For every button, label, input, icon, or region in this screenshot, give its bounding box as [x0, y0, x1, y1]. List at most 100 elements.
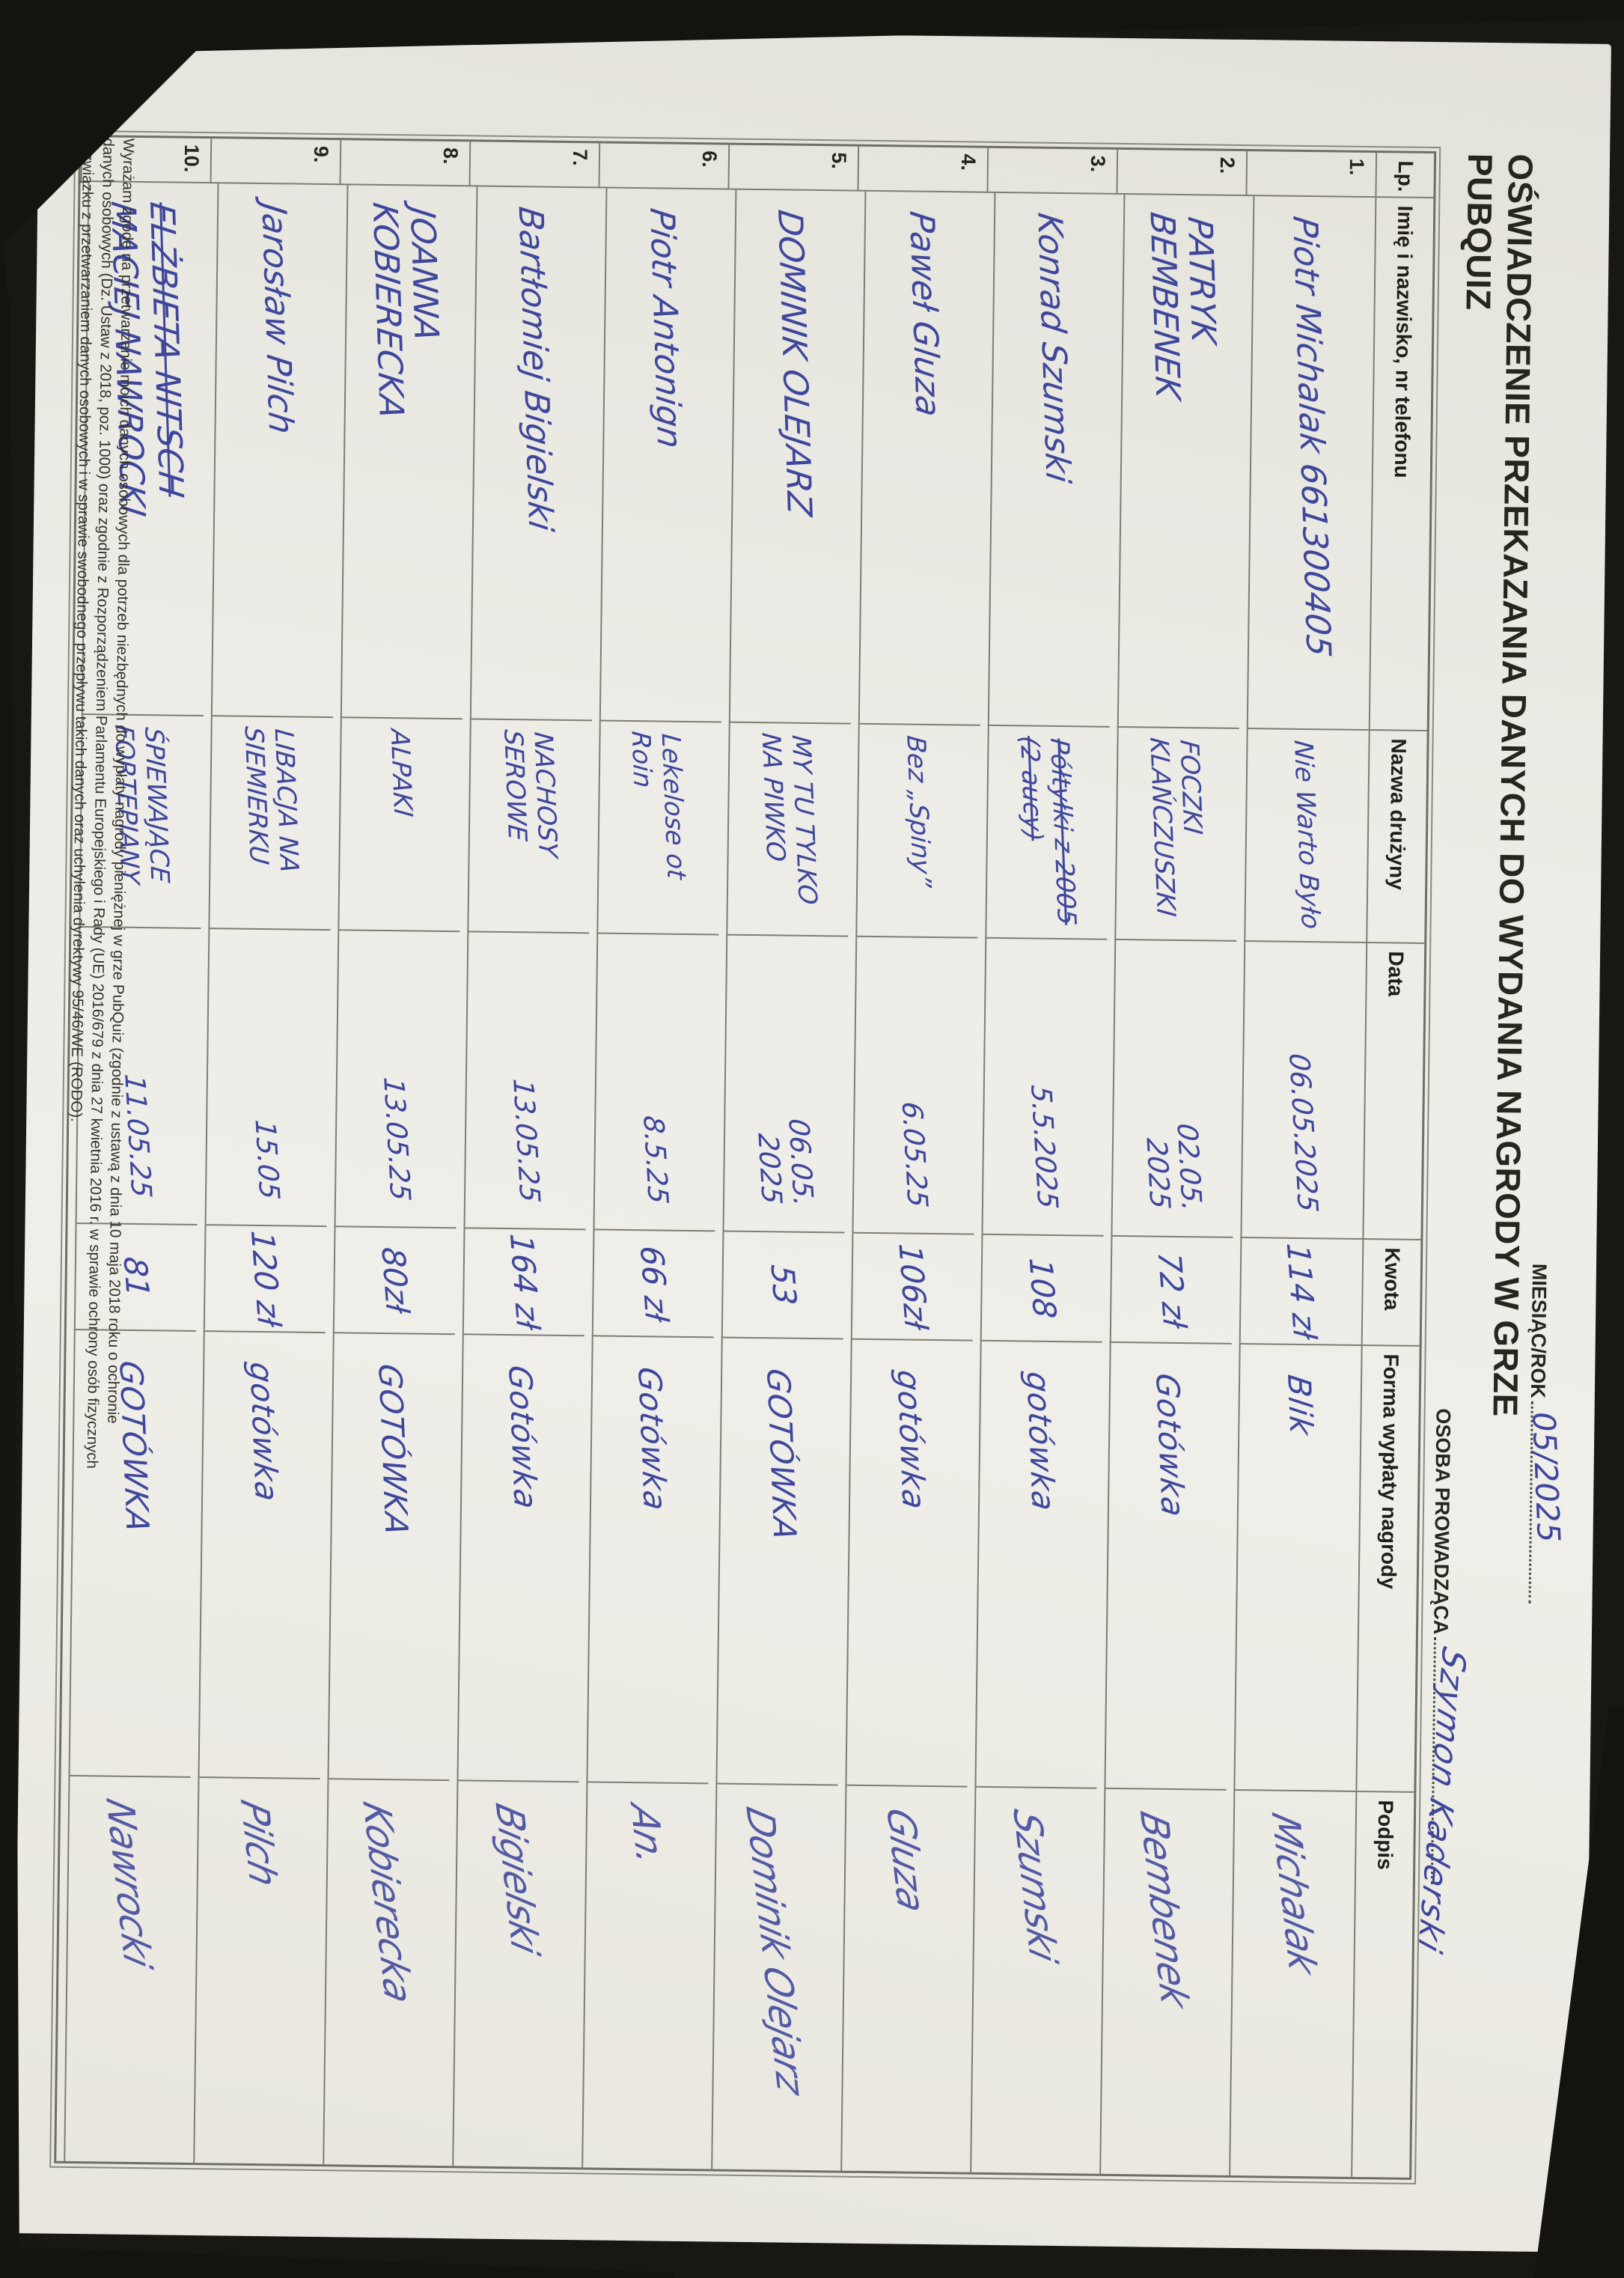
- declaration-table: Lp. Imię i nazwisko, nr telefonu Nazwa d…: [51, 127, 1440, 2187]
- payment-value: GOTÓWKA: [371, 1361, 415, 1538]
- lp-value: 10.: [180, 144, 204, 173]
- table-row-cell: An.: [581, 1782, 709, 2169]
- lp-value: 6.: [697, 150, 721, 168]
- table-row-cell: Piotr Antonign: [599, 188, 728, 723]
- table-row-cell: GOTÓWKA: [327, 1333, 455, 1782]
- team-value: MY TU TYLKO NA PIWKO: [756, 731, 823, 906]
- date-value: 8.5.25: [637, 1115, 675, 1206]
- table-row-cell: DOMINIK OLEJARZ: [728, 189, 858, 725]
- month-year-line: MIESIĄC/ROK 05/2025: [1501, 1263, 1567, 2252]
- amount-value: 80zł: [374, 1246, 417, 1315]
- table-row-cell: JOANNA KOBIERECKA: [340, 185, 469, 720]
- table-row-cell: 8.: [339, 140, 470, 187]
- signature-value: Bigielski: [486, 1799, 549, 1958]
- signature-value: Pilch: [231, 1796, 287, 1891]
- table-row-cell: 7.: [468, 141, 599, 189]
- table-row-cell: 120 zł: [203, 1225, 327, 1334]
- table-row-cell: NACHOSY SEROWE: [467, 719, 592, 934]
- name-value: JOANNA KOBIERECKA: [365, 200, 448, 421]
- payment-value: gotówka: [890, 1368, 932, 1512]
- header-signature: Podpis: [1351, 1791, 1414, 2178]
- table-row-cell: 6.: [598, 143, 729, 190]
- name-value: DOMINIK OLEJARZ: [770, 207, 820, 518]
- table-row-cell: Gotówka: [1104, 1342, 1232, 1791]
- table-row-cell: 6.05.25: [852, 937, 978, 1235]
- lp-value: 7.: [568, 148, 592, 166]
- team-value: Lekelose ot Roin: [625, 730, 692, 881]
- table-row-cell: 66 zł: [591, 1230, 715, 1339]
- table-row-cell: Gotówka: [457, 1335, 584, 1783]
- payment-value: gotówka: [1019, 1369, 1062, 1514]
- name-value: PATRYK BEMBENEK: [1142, 210, 1224, 402]
- name-value: Jarosław Pilch: [254, 201, 302, 436]
- table-row-cell: 13.05.25: [463, 932, 590, 1231]
- host-label: OSOBA PROWADZĄCA: [1429, 1408, 1455, 1635]
- month-year-underline: 05/2025: [1525, 1401, 1567, 1604]
- name-value: Konrad Szumski: [1030, 210, 1079, 485]
- signature-value: Kobierecka: [354, 1797, 421, 2008]
- table-row-cell: 3.: [986, 147, 1117, 195]
- signature-value: Michalak: [1263, 1809, 1325, 1978]
- table-row-cell: gotówka: [974, 1341, 1102, 1789]
- month-year-value: 05/2025: [1525, 1411, 1568, 1544]
- table-row-cell: Szumski: [970, 1787, 1097, 2174]
- payment-value: Gotówka: [1149, 1371, 1192, 1520]
- table-row-cell: ALPAKI: [338, 718, 463, 933]
- month-year-label: MIESIĄC/ROK: [1526, 1263, 1551, 1399]
- table-row-cell: 72 zł: [1109, 1236, 1233, 1344]
- header-team: Nazwa drużyny: [1366, 731, 1427, 944]
- team-value: Bez „Spiny”: [900, 734, 937, 889]
- lp-value: 3.: [1086, 155, 1110, 173]
- table-row-cell: Michalak: [1229, 1790, 1356, 2177]
- table-row-cell: 5.: [727, 144, 858, 192]
- payment-value: Blik: [1280, 1372, 1320, 1438]
- table-row-cell: Paweł Gluza: [858, 191, 987, 726]
- amount-value: 114 zł: [1279, 1242, 1324, 1341]
- table-row-cell: Konrad Szumski: [987, 192, 1117, 728]
- table-row-cell: Blik: [1233, 1344, 1361, 1792]
- name-value: Piotr Michalak 661300405: [1285, 213, 1340, 660]
- date-value: 13.05.25: [377, 1076, 418, 1202]
- date-value: 5.5.2025: [1025, 1084, 1065, 1210]
- table-row-cell: Piotr Michalak 661300405: [1246, 196, 1376, 731]
- name-value: Paweł Gluza: [902, 209, 949, 419]
- team-value: FOCZKI KLAŃCZUSZKI: [1144, 736, 1209, 918]
- amount-value: 164 zł: [502, 1233, 547, 1331]
- table-row-cell: 80zł: [332, 1227, 457, 1336]
- table-row-cell: Kobierecka: [323, 1779, 450, 2166]
- table-row-cell: 02.05. 2025: [1111, 939, 1237, 1238]
- table-row-cell: Gluza: [840, 1785, 968, 2172]
- lp-value: 8.: [439, 147, 463, 165]
- table-row-cell: Dominik Olejarz: [711, 1784, 838, 2171]
- table-row-cell: 06.05. 2025: [722, 935, 849, 1234]
- photo-background-bottom-edge: [0, 2246, 674, 2278]
- amount-value: 120 zł: [243, 1229, 288, 1328]
- signature-value: Bembenek: [1131, 1807, 1198, 2012]
- team-value: Nie Warto Było: [1288, 739, 1326, 931]
- team-value: LIBACJA NA SIEMIERKU: [238, 725, 305, 874]
- amount-value: 72 zł: [1150, 1250, 1194, 1329]
- table-row-cell: Bembenek: [1099, 1788, 1227, 2175]
- table-row-cell: GOTÓWKA: [715, 1338, 843, 1786]
- table-row-cell: Pilch: [193, 1778, 320, 2164]
- payment-value: GOTÓWKA: [760, 1366, 804, 1543]
- table-row-cell: 53: [721, 1231, 845, 1340]
- table-row-cell: Półtyłki z 2005 (2 aucy): [985, 725, 1110, 940]
- table-row-cell: gotówka: [198, 1332, 326, 1780]
- table-row-cell: Bigielski: [452, 1781, 579, 2168]
- table-row-cell: MY TU TYLKO NA PIWKO: [726, 722, 851, 937]
- table-row-cell: 106zł: [850, 1233, 974, 1341]
- header-amount: Kwota: [1361, 1239, 1421, 1347]
- table-row-cell: 2.: [1116, 149, 1247, 196]
- header-lp: Lp.: [1375, 153, 1435, 199]
- amount-value: 66 zł: [632, 1244, 676, 1323]
- table-row-cell: Lekelose ot Roin: [596, 721, 721, 936]
- table-row-cell: Gotówka: [586, 1336, 714, 1785]
- lp-value: 2.: [1215, 156, 1239, 174]
- table-row-cell: 108: [980, 1234, 1104, 1343]
- table-row-cell: 1.: [1245, 150, 1376, 198]
- table-row-cell: gotówka: [845, 1339, 973, 1788]
- document-paper: OŚWIADCZENIE PRZEKAZANIA DANYCH DO WYDAN…: [13, 25, 1611, 2253]
- table-row-cell: Bartłomiej Bigielski: [469, 186, 599, 722]
- table-row-cell: PATRYK BEMBENEK: [1117, 194, 1246, 729]
